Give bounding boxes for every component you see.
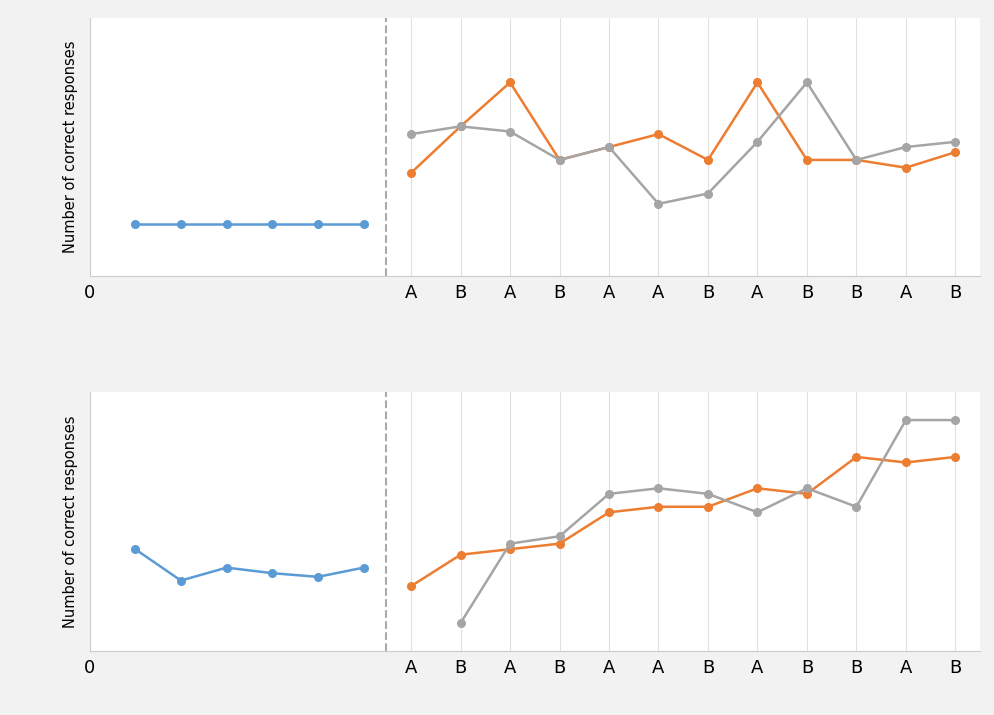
Y-axis label: Number of correct responses: Number of correct responses xyxy=(64,415,79,628)
Y-axis label: Number of correct responses: Number of correct responses xyxy=(64,41,79,253)
